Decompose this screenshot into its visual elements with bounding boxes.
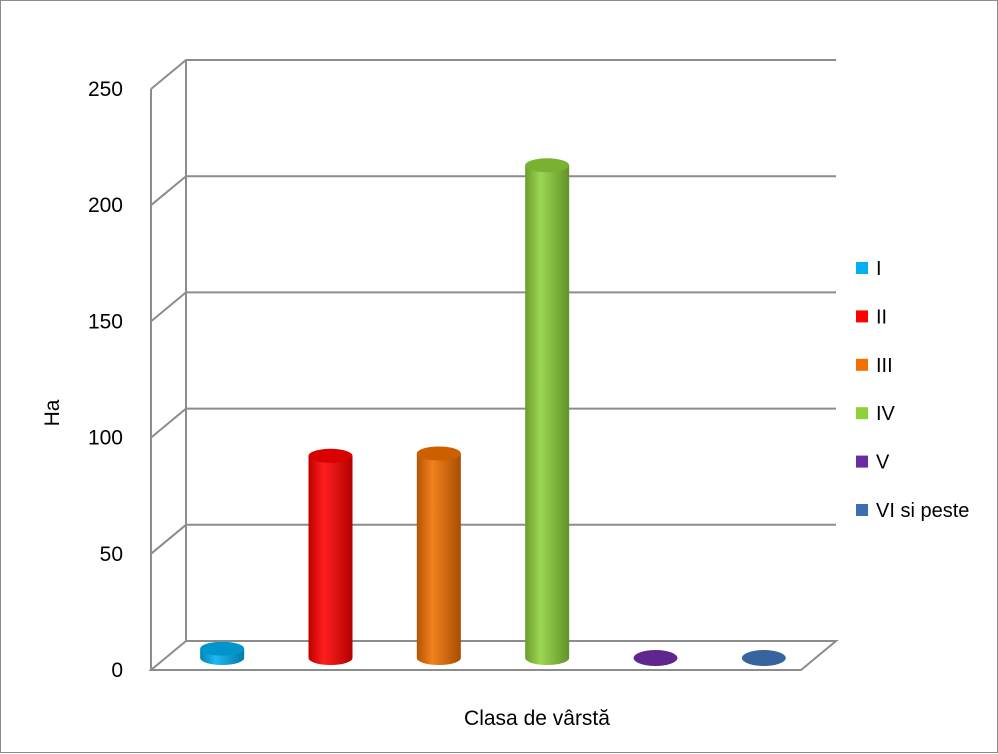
gridline [150,523,836,555]
legend-label: III [876,355,893,377]
legend-item: VI si peste [856,500,969,522]
legend-item: I [856,258,882,280]
bar-i [200,641,245,665]
legend-swatch [856,504,868,516]
bar-iv [525,158,570,665]
bar-top [200,641,245,656]
y-tick-label: 50 [100,543,123,566]
y-tick-label: 100 [88,427,123,450]
y-axis-title: Ha [41,399,64,426]
legend-swatch [856,407,868,420]
bar-body [308,455,353,665]
y-tick-label: 250 [88,78,123,101]
legend-item: II [856,306,887,328]
bar-body [525,165,570,665]
gridline [150,59,836,90]
bar-vi-si-peste [741,650,786,666]
legend-swatch [856,455,868,468]
y-tick-label: 150 [88,310,123,333]
bar-top [416,446,461,461]
y-tick-label: 0 [111,659,123,682]
legend-swatch [856,310,868,323]
bar-top [741,650,786,666]
legend-label: I [876,258,882,280]
bar-iii [416,446,461,665]
y-axis-ticks: 0 50 100 150 200 250 [88,78,123,682]
x-axis-title: Clasa de vârstă [464,707,610,730]
bar-top [633,650,678,666]
gridline [150,175,836,206]
legend-swatch [856,262,868,274]
legend-swatch [856,358,868,371]
y-tick-label: 200 [88,194,123,217]
bar-v [633,650,678,666]
legend-label: V [876,452,890,474]
legend-item: V [856,452,890,474]
gridline [150,407,836,439]
bar-body [416,453,461,665]
legend-label: IV [876,403,896,425]
gridline [150,291,836,323]
legend-item: IV [856,403,896,425]
bar-top [308,448,353,463]
legend-label: VI si peste [876,500,969,522]
legend-label: II [876,306,887,328]
bar-ii [308,448,353,665]
legend-item: III [856,355,893,377]
bar-top [525,158,570,173]
chart-bars [200,158,786,666]
floor-plane [148,640,839,671]
chart-grid [148,59,839,671]
